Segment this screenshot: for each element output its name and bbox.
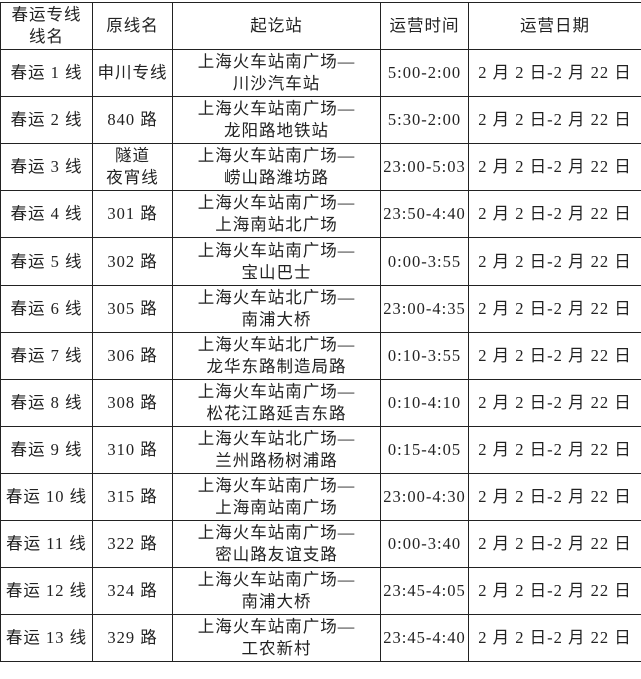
cell-operating-dates: 2 月 2 日-2 月 22 日 [468,331,641,380]
header-route-stations: 起讫站 [172,1,381,51]
cell-line-name: 春运 8 线 [0,378,93,427]
cell-original-line: 322 路 [92,520,173,569]
cell-operating-dates: 2 月 2 日-2 月 22 日 [468,143,641,192]
bus-schedule-table: 春运专线 线名 原线名 起讫站 运营时间 运营日期 春运 1 线申川专线 上海火车站南广场—… [0,1,641,663]
cell-original-line: 306 路 [92,331,173,380]
cell-line-name: 春运 1 线 [0,49,93,98]
table-row: 春运 4 线 301 路上海火车站南广场— 上海南站北广场 23:50-4:40 2 … [0,190,641,239]
cell-operating-hours: 23:45-4:05 [380,567,469,616]
cell-operating-hours: 23:45-4:40 [380,614,469,663]
cell-route-stations: 上海火车站南广场— 上海南站北广场 [172,190,381,239]
cell-route-stations: 上海火车站南广场— 宝山巴士 [172,237,381,286]
cell-operating-dates: 2 月 2 日-2 月 22 日 [468,520,641,569]
cell-operating-dates: 2 月 2 日-2 月 22 日 [468,472,641,522]
table-row: 春运 9 线 310 路上海火车站北广场— 兰州路杨树浦路 0:15-4:05 2 月… [0,425,641,474]
table-row: 春运 7 线 306 路上海火车站北广场— 龙华东路制造局路 0:10-3:55 2 … [0,331,641,380]
cell-line-name: 春运 3 线 [0,143,93,192]
cell-route-stations: 上海火车站南广场— 龙阳路地铁站 [172,96,381,145]
cell-original-line: 隧道 夜宵线 [92,143,173,192]
cell-original-line: 310 路 [92,425,173,474]
cell-route-stations: 上海火车站北广场— 南浦大桥 [172,284,381,333]
cell-line-name: 春运 10 线 [0,472,93,522]
cell-original-line: 305 路 [92,284,173,333]
cell-line-name: 春运 11 线 [0,520,93,569]
header-line-name: 春运专线 线名 [0,1,93,51]
cell-original-line: 840 路 [92,96,173,145]
cell-line-name: 春运 4 线 [0,190,93,239]
cell-operating-dates: 2 月 2 日-2 月 22 日 [468,96,641,145]
cell-original-line: 324 路 [92,567,173,616]
table-row: 春运 10 线 315 路上海火车站南广场— 上海南站南广场 23:00-4:30 2… [0,472,641,522]
cell-original-line: 329 路 [92,614,173,663]
header-row: 春运专线 线名 原线名 起讫站 运营时间 运营日期 [0,1,641,51]
table-body: 春运专线 线名 原线名 起讫站 运营时间 运营日期 春运 1 线申川专线 上海火车站南广场—… [0,1,641,663]
cell-operating-dates: 2 月 2 日-2 月 22 日 [468,237,641,286]
table-row: 春运 11 线 322 路上海火车站南广场— 密山路友谊支路 0:00-3:40 2 … [0,520,641,569]
cell-line-name: 春运 7 线 [0,331,93,380]
cell-operating-hours: 0:00-3:40 [380,520,469,569]
cell-route-stations: 上海火车站南广场— 南浦大桥 [172,567,381,616]
cell-operating-hours: 23:00-4:35 [380,284,469,333]
cell-original-line: 申川专线 [92,49,173,98]
cell-operating-hours: 23:00-5:03 [380,143,469,192]
cell-line-name: 春运 9 线 [0,425,93,474]
cell-operating-dates: 2 月 2 日-2 月 22 日 [468,284,641,333]
cell-operating-hours: 0:00-3:55 [380,237,469,286]
cell-operating-hours: 23:50-4:40 [380,190,469,239]
table-row: 春运 8 线 308 路上海火车站南广场— 松花江路延吉东路 0:10-4:10 2 … [0,378,641,427]
cell-line-name: 春运 13 线 [0,614,93,663]
cell-operating-hours: 5:00-2:00 [380,49,469,98]
cell-route-stations: 上海火车站北广场— 龙华东路制造局路 [172,331,381,380]
cell-original-line: 315 路 [92,472,173,522]
cell-operating-dates: 2 月 2 日-2 月 22 日 [468,190,641,239]
header-original-line: 原线名 [92,1,173,51]
cell-line-name: 春运 12 线 [0,567,93,616]
cell-route-stations: 上海火车站南广场— 密山路友谊支路 [172,520,381,569]
cell-line-name: 春运 2 线 [0,96,93,145]
header-operating-hours: 运营时间 [380,1,469,51]
cell-route-stations: 上海火车站北广场— 兰州路杨树浦路 [172,425,381,474]
cell-operating-hours: 0:10-4:10 [380,378,469,427]
cell-original-line: 302 路 [92,237,173,286]
table-row: 春运 1 线申川专线 上海火车站南广场— 川沙汽车站 5:00-2:00 2 月 2 … [0,49,641,98]
table-row: 春运 5 线 302 路上海火车站南广场— 宝山巴士 0:00-3:55 2 月 2 … [0,237,641,286]
cell-operating-dates: 2 月 2 日-2 月 22 日 [468,614,641,663]
cell-operating-dates: 2 月 2 日-2 月 22 日 [468,567,641,616]
table-row: 春运 2 线 840 路上海火车站南广场— 龙阳路地铁站 5:30-2:00 2 月 … [0,96,641,145]
cell-operating-hours: 23:00-4:30 [380,472,469,522]
cell-line-name: 春运 6 线 [0,284,93,333]
table-row: 春运 12 线 324 路上海火车站南广场— 南浦大桥 23:45-4:05 2 月 … [0,567,641,616]
cell-route-stations: 上海火车站南广场— 松花江路延吉东路 [172,378,381,427]
table-row: 春运 6 线 305 路上海火车站北广场— 南浦大桥 23:00-4:35 2 月 2… [0,284,641,333]
cell-operating-hours: 0:15-4:05 [380,425,469,474]
table-row: 春运 13 线 329 路上海火车站南广场— 工农新村 23:45-4:40 2 月 … [0,614,641,663]
cell-operating-dates: 2 月 2 日-2 月 22 日 [468,378,641,427]
header-operating-dates: 运营日期 [468,1,641,51]
cell-original-line: 308 路 [92,378,173,427]
cell-operating-hours: 0:10-3:55 [380,331,469,380]
cell-route-stations: 上海火车站南广场— 崂山路潍坊路 [172,143,381,192]
cell-operating-dates: 2 月 2 日-2 月 22 日 [468,425,641,474]
cell-operating-dates: 2 月 2 日-2 月 22 日 [468,49,641,98]
cell-route-stations: 上海火车站南广场— 工农新村 [172,614,381,663]
table-row: 春运 3 线隧道 夜宵线 上海火车站南广场— 崂山路潍坊路 23:00-5:03 2 … [0,143,641,192]
cell-line-name: 春运 5 线 [0,237,93,286]
cell-original-line: 301 路 [92,190,173,239]
cell-route-stations: 上海火车站南广场— 上海南站南广场 [172,472,381,522]
cell-operating-hours: 5:30-2:00 [380,96,469,145]
cell-route-stations: 上海火车站南广场— 川沙汽车站 [172,49,381,98]
